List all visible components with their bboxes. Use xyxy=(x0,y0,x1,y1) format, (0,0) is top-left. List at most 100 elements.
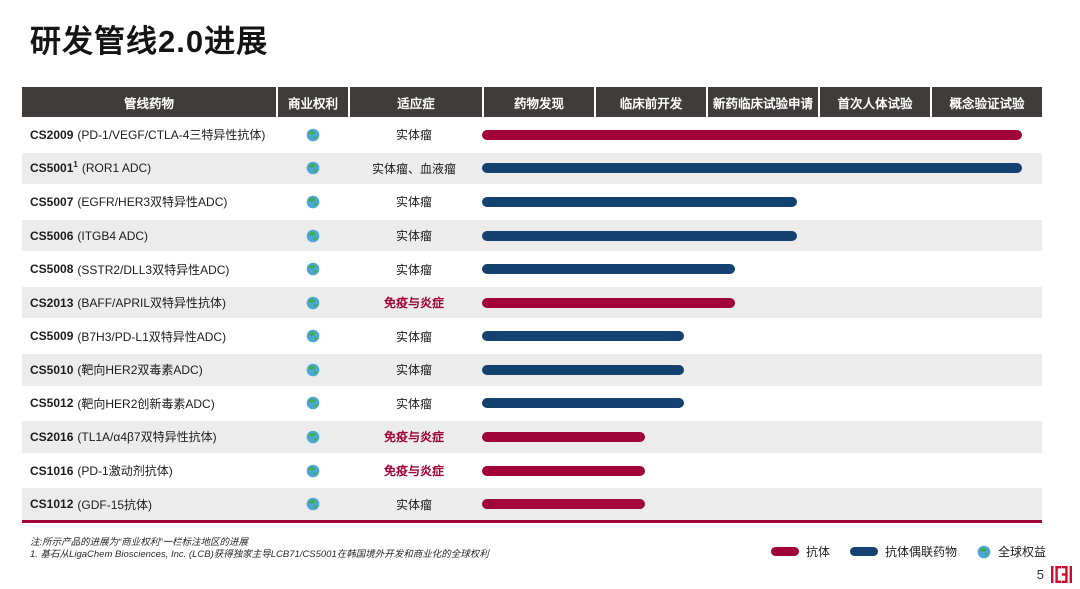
legend-item-antibody: 抗体 xyxy=(770,543,830,560)
header-ind-application: 新药临床试验申请 xyxy=(708,87,818,117)
company-logo-icon xyxy=(1051,566,1072,583)
drug-description: (PD-1激动剂抗体) xyxy=(77,464,173,479)
commercial-rights-cell xyxy=(278,455,348,487)
commercial-rights-cell xyxy=(278,220,348,252)
drug-code: CS2009 xyxy=(30,127,74,142)
progress-cell xyxy=(480,119,1042,151)
progress-cell xyxy=(480,455,1042,487)
progress-cell xyxy=(480,287,1042,319)
table-row: CS2013 (BAFF/APRIL双特异性抗体) 免疫与炎症 xyxy=(22,284,1042,319)
progress-cell xyxy=(480,186,1042,218)
indication-cell: 实体瘤 xyxy=(395,497,432,512)
globe-icon xyxy=(306,497,320,511)
indication-cell: 实体瘤、血液瘤 xyxy=(371,161,456,176)
globe-icon xyxy=(306,363,320,377)
globe-icon xyxy=(306,195,320,209)
legend-label-antibody: 抗体 xyxy=(805,545,830,559)
indication-cell: 免疫与炎症 xyxy=(383,296,444,311)
drug-description: (ITGB4 ADC) xyxy=(77,228,149,243)
header-commercial-rights: 商业权利 xyxy=(278,87,348,117)
progress-bar xyxy=(482,431,645,442)
footnotes: 注:所示产品的进展为“商业权利”一栏标注地区的进展 1. 基石从LigaChem… xyxy=(30,537,489,561)
progress-cell xyxy=(480,153,1042,185)
drug-cell: CS5007 (EGFR/HER3双特异性ADC) xyxy=(22,186,278,218)
drug-description: (GDF-15抗体) xyxy=(77,497,153,512)
drug-description: (TL1A/α4β7双特异性抗体) xyxy=(77,430,217,445)
progress-bar xyxy=(482,230,797,241)
globe-icon xyxy=(306,430,320,444)
progress-bar xyxy=(482,331,685,342)
progress-bar xyxy=(482,163,1022,174)
drug-description: (EGFR/HER3双特异性ADC) xyxy=(77,195,228,210)
progress-bar xyxy=(482,297,735,308)
drug-cell: CS5010 (靶向HER2双毒素ADC) xyxy=(22,354,278,386)
progress-bar xyxy=(482,129,1022,140)
drug-cell: CS5001 1 (ROR1 ADC) xyxy=(22,153,278,185)
indication-cell: 免疫与炎症 xyxy=(383,430,444,445)
commercial-rights-cell xyxy=(278,253,348,285)
table-row: CS5001 1 (ROR1 ADC) 实体瘤、血液瘤 xyxy=(22,150,1042,185)
indication-cell: 实体瘤 xyxy=(395,128,432,143)
globe-icon xyxy=(306,464,320,477)
commercial-rights-cell xyxy=(278,287,348,319)
adc-bar-swatch xyxy=(849,547,878,556)
indication-cell: 免疫与炎症 xyxy=(383,464,444,479)
progress-cell xyxy=(480,488,1042,520)
table-row: CS1016 (PD-1激动剂抗体) 免疫与炎症 xyxy=(22,452,1042,487)
drug-code: CS1016 xyxy=(30,463,74,478)
progress-cell xyxy=(480,388,1042,420)
globe-icon xyxy=(306,128,320,142)
drug-footnote-marker: 1 xyxy=(73,159,78,169)
table-row: CS5012 (靶向HER2创新毒素ADC) 实体瘤 xyxy=(22,385,1042,420)
progress-bar xyxy=(482,264,735,275)
antibody-bar-swatch xyxy=(770,547,799,556)
globe-icon xyxy=(306,162,320,175)
footnote-general: 注:所示产品的进展为“商业权利”一栏标注地区的进展 xyxy=(30,537,248,548)
drug-cell: CS5012 (靶向HER2创新毒素ADC) xyxy=(22,388,278,420)
commercial-rights-cell xyxy=(278,153,348,185)
drug-description: (靶向HER2创新毒素ADC) xyxy=(77,396,215,411)
indication-cell: 实体瘤 xyxy=(395,396,432,411)
drug-code: CS2013 xyxy=(30,295,74,310)
drug-code: CS5010 xyxy=(30,362,74,377)
progress-bar xyxy=(482,499,645,510)
drug-cell: CS5008 (SSTR2/DLL3双特异性ADC) xyxy=(22,253,278,285)
commercial-rights-cell xyxy=(278,354,348,386)
table-row: CS2016 (TL1A/α4β7双特异性抗体) 免疫与炎症 xyxy=(22,419,1042,453)
drug-cell: CS5009 (B7H3/PD-L1双特异性ADC) xyxy=(22,320,278,352)
legend-item-global-rights: 全球权益 xyxy=(977,543,1046,560)
legend-label-global-rights: 全球权益 xyxy=(997,545,1046,559)
commercial-rights-cell xyxy=(278,119,348,151)
progress-bar xyxy=(482,196,797,207)
table-header-row: 管线药物 商业权利 适应症 药物发现 临床前开发 新药临床试验申请 首次人体试验… xyxy=(22,87,1042,117)
drug-code: CS5008 xyxy=(30,262,74,277)
footnote-cs5001: 1. 基石从LigaChem Biosciences, Inc. (LCB)获得… xyxy=(30,549,489,560)
progress-cell xyxy=(480,421,1042,453)
drug-code: CS2016 xyxy=(30,429,74,444)
drug-code: CS5009 xyxy=(30,329,74,344)
indication-cell: 实体瘤 xyxy=(395,229,432,244)
progress-bar xyxy=(482,398,685,409)
drug-description: (靶向HER2双毒素ADC) xyxy=(77,363,203,378)
header-drug-discovery: 药物发现 xyxy=(484,87,594,117)
header-preclinical: 临床前开发 xyxy=(596,87,706,117)
globe-icon xyxy=(977,545,991,558)
progress-cell xyxy=(480,354,1042,386)
table-row: CS2009 (PD-1/VEGF/CTLA-4三特异性抗体) 实体瘤 xyxy=(22,117,1042,151)
header-proof-of-concept: 概念验证试验 xyxy=(932,87,1042,117)
page-number: 5 xyxy=(1036,567,1044,582)
drug-description: (B7H3/PD-L1双特异性ADC) xyxy=(77,329,227,344)
progress-bar xyxy=(482,465,645,476)
pipeline-table: 管线药物 商业权利 适应症 药物发现 临床前开发 新药临床试验申请 首次人体试验… xyxy=(22,87,1042,523)
page-title: 研发管线2.0进展 xyxy=(30,24,269,59)
drug-cell: CS2013 (BAFF/APRIL双特异性抗体) xyxy=(22,287,278,319)
drug-cell: CS5006 (ITGB4 ADC) xyxy=(22,220,278,252)
commercial-rights-cell xyxy=(278,488,348,520)
legend: 抗体 抗体偶联药物 全球权益 xyxy=(770,543,1046,560)
drug-code: CS5006 xyxy=(30,228,74,243)
drug-cell: CS2016 (TL1A/α4β7双特异性抗体) xyxy=(22,421,278,453)
table-row: CS5007 (EGFR/HER3双特异性ADC) 实体瘤 xyxy=(22,184,1042,218)
drug-cell: CS2009 (PD-1/VEGF/CTLA-4三特异性抗体) xyxy=(22,119,278,151)
drug-code: CS1012 xyxy=(30,497,74,512)
globe-icon xyxy=(306,229,320,242)
